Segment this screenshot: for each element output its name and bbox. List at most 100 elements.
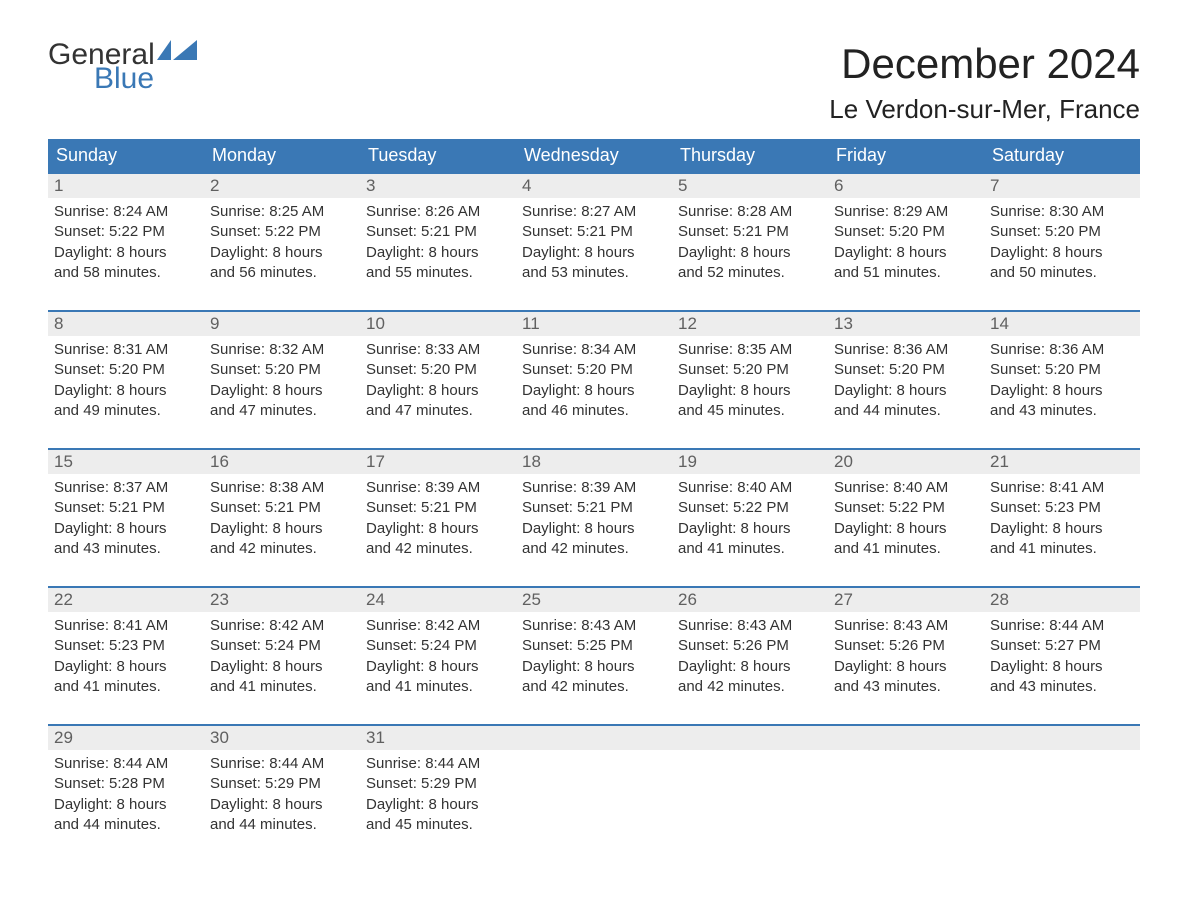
- day-day1: Daylight: 8 hours: [54, 795, 198, 815]
- day-number: 2: [204, 174, 360, 198]
- day-number: 19: [672, 450, 828, 474]
- weekday-header-row: SundayMondayTuesdayWednesdayThursdayFrid…: [48, 139, 1140, 172]
- day-day2: and 45 minutes.: [366, 815, 510, 835]
- day-day2: and 47 minutes.: [366, 401, 510, 421]
- day-day1: Daylight: 8 hours: [834, 381, 978, 401]
- day-number: 3: [360, 174, 516, 198]
- day-day2: and 52 minutes.: [678, 263, 822, 283]
- location-label: Le Verdon-sur-Mer, France: [829, 94, 1140, 125]
- day-cell: 29Sunrise: 8:44 AMSunset: 5:28 PMDayligh…: [48, 726, 204, 846]
- day-sunset: Sunset: 5:25 PM: [522, 636, 666, 656]
- day-sunrise: Sunrise: 8:43 AM: [678, 616, 822, 636]
- day-sunset: Sunset: 5:23 PM: [990, 498, 1134, 518]
- day-details: Sunrise: 8:44 AMSunset: 5:27 PMDaylight:…: [984, 612, 1140, 705]
- day-sunset: Sunset: 5:29 PM: [210, 774, 354, 794]
- week-row: 22Sunrise: 8:41 AMSunset: 5:23 PMDayligh…: [48, 586, 1140, 708]
- day-cell: 4Sunrise: 8:27 AMSunset: 5:21 PMDaylight…: [516, 174, 672, 294]
- day-sunrise: Sunrise: 8:43 AM: [834, 616, 978, 636]
- day-day1: Daylight: 8 hours: [678, 657, 822, 677]
- day-sunrise: Sunrise: 8:35 AM: [678, 340, 822, 360]
- week-row: 8Sunrise: 8:31 AMSunset: 5:20 PMDaylight…: [48, 310, 1140, 432]
- day-day2: and 51 minutes.: [834, 263, 978, 283]
- day-sunrise: Sunrise: 8:28 AM: [678, 202, 822, 222]
- day-cell: 6Sunrise: 8:29 AMSunset: 5:20 PMDaylight…: [828, 174, 984, 294]
- day-day2: and 50 minutes.: [990, 263, 1134, 283]
- day-number: 7: [984, 174, 1140, 198]
- weekday-thursday: Thursday: [672, 139, 828, 172]
- day-number: 30: [204, 726, 360, 750]
- day-number: 18: [516, 450, 672, 474]
- day-cell: 23Sunrise: 8:42 AMSunset: 5:24 PMDayligh…: [204, 588, 360, 708]
- day-number: 16: [204, 450, 360, 474]
- day-details: Sunrise: 8:43 AMSunset: 5:25 PMDaylight:…: [516, 612, 672, 705]
- day-sunset: Sunset: 5:22 PM: [834, 498, 978, 518]
- day-day1: Daylight: 8 hours: [990, 243, 1134, 263]
- day-day1: Daylight: 8 hours: [990, 381, 1134, 401]
- day-day1: Daylight: 8 hours: [522, 519, 666, 539]
- day-cell: 10Sunrise: 8:33 AMSunset: 5:20 PMDayligh…: [360, 312, 516, 432]
- day-day1: Daylight: 8 hours: [366, 657, 510, 677]
- day-number: 21: [984, 450, 1140, 474]
- day-number: 24: [360, 588, 516, 612]
- day-cell: 27Sunrise: 8:43 AMSunset: 5:26 PMDayligh…: [828, 588, 984, 708]
- weekday-sunday: Sunday: [48, 139, 204, 172]
- day-cell: 12Sunrise: 8:35 AMSunset: 5:20 PMDayligh…: [672, 312, 828, 432]
- day-sunset: Sunset: 5:22 PM: [678, 498, 822, 518]
- day-sunrise: Sunrise: 8:34 AM: [522, 340, 666, 360]
- day-cell: 18Sunrise: 8:39 AMSunset: 5:21 PMDayligh…: [516, 450, 672, 570]
- header: General Blue December 2024 Le Verdon-sur…: [48, 40, 1140, 125]
- week-row: 15Sunrise: 8:37 AMSunset: 5:21 PMDayligh…: [48, 448, 1140, 570]
- day-details: Sunrise: 8:43 AMSunset: 5:26 PMDaylight:…: [828, 612, 984, 705]
- day-sunset: Sunset: 5:21 PM: [522, 498, 666, 518]
- day-day1: Daylight: 8 hours: [366, 243, 510, 263]
- day-details: Sunrise: 8:40 AMSunset: 5:22 PMDaylight:…: [828, 474, 984, 567]
- day-day2: and 43 minutes.: [990, 401, 1134, 421]
- day-day1: Daylight: 8 hours: [522, 381, 666, 401]
- day-day1: Daylight: 8 hours: [54, 519, 198, 539]
- day-cell: 8Sunrise: 8:31 AMSunset: 5:20 PMDaylight…: [48, 312, 204, 432]
- day-details: Sunrise: 8:31 AMSunset: 5:20 PMDaylight:…: [48, 336, 204, 429]
- day-details: Sunrise: 8:36 AMSunset: 5:20 PMDaylight:…: [828, 336, 984, 429]
- day-sunrise: Sunrise: 8:24 AM: [54, 202, 198, 222]
- day-day2: and 44 minutes.: [210, 815, 354, 835]
- day-day1: Daylight: 8 hours: [834, 519, 978, 539]
- day-sunrise: Sunrise: 8:32 AM: [210, 340, 354, 360]
- day-sunset: Sunset: 5:20 PM: [990, 222, 1134, 242]
- day-sunset: Sunset: 5:24 PM: [366, 636, 510, 656]
- day-day2: and 42 minutes.: [522, 539, 666, 559]
- day-day1: Daylight: 8 hours: [210, 795, 354, 815]
- day-sunset: Sunset: 5:20 PM: [522, 360, 666, 380]
- weekday-tuesday: Tuesday: [360, 139, 516, 172]
- day-day1: Daylight: 8 hours: [990, 519, 1134, 539]
- day-sunrise: Sunrise: 8:41 AM: [990, 478, 1134, 498]
- day-details: Sunrise: 8:24 AMSunset: 5:22 PMDaylight:…: [48, 198, 204, 291]
- day-cell: 26Sunrise: 8:43 AMSunset: 5:26 PMDayligh…: [672, 588, 828, 708]
- day-details: Sunrise: 8:33 AMSunset: 5:20 PMDaylight:…: [360, 336, 516, 429]
- day-sunset: Sunset: 5:26 PM: [834, 636, 978, 656]
- day-cell: 15Sunrise: 8:37 AMSunset: 5:21 PMDayligh…: [48, 450, 204, 570]
- day-sunset: Sunset: 5:20 PM: [366, 360, 510, 380]
- day-sunrise: Sunrise: 8:44 AM: [54, 754, 198, 774]
- day-day1: Daylight: 8 hours: [366, 519, 510, 539]
- day-details: Sunrise: 8:28 AMSunset: 5:21 PMDaylight:…: [672, 198, 828, 291]
- day-cell: 20Sunrise: 8:40 AMSunset: 5:22 PMDayligh…: [828, 450, 984, 570]
- day-cell-empty: [516, 726, 672, 846]
- day-details: Sunrise: 8:26 AMSunset: 5:21 PMDaylight:…: [360, 198, 516, 291]
- brand-logo: General Blue: [48, 40, 197, 94]
- day-day2: and 41 minutes.: [210, 677, 354, 697]
- day-sunrise: Sunrise: 8:26 AM: [366, 202, 510, 222]
- day-details: Sunrise: 8:35 AMSunset: 5:20 PMDaylight:…: [672, 336, 828, 429]
- day-cell: 13Sunrise: 8:36 AMSunset: 5:20 PMDayligh…: [828, 312, 984, 432]
- day-details: Sunrise: 8:44 AMSunset: 5:29 PMDaylight:…: [204, 750, 360, 843]
- day-sunset: Sunset: 5:20 PM: [834, 222, 978, 242]
- day-day1: Daylight: 8 hours: [522, 657, 666, 677]
- month-title: December 2024: [829, 40, 1140, 88]
- day-details: Sunrise: 8:34 AMSunset: 5:20 PMDaylight:…: [516, 336, 672, 429]
- day-cell: 11Sunrise: 8:34 AMSunset: 5:20 PMDayligh…: [516, 312, 672, 432]
- day-number: 25: [516, 588, 672, 612]
- day-day1: Daylight: 8 hours: [366, 381, 510, 401]
- day-number: 28: [984, 588, 1140, 612]
- day-day1: Daylight: 8 hours: [54, 243, 198, 263]
- day-day2: and 49 minutes.: [54, 401, 198, 421]
- day-sunrise: Sunrise: 8:40 AM: [834, 478, 978, 498]
